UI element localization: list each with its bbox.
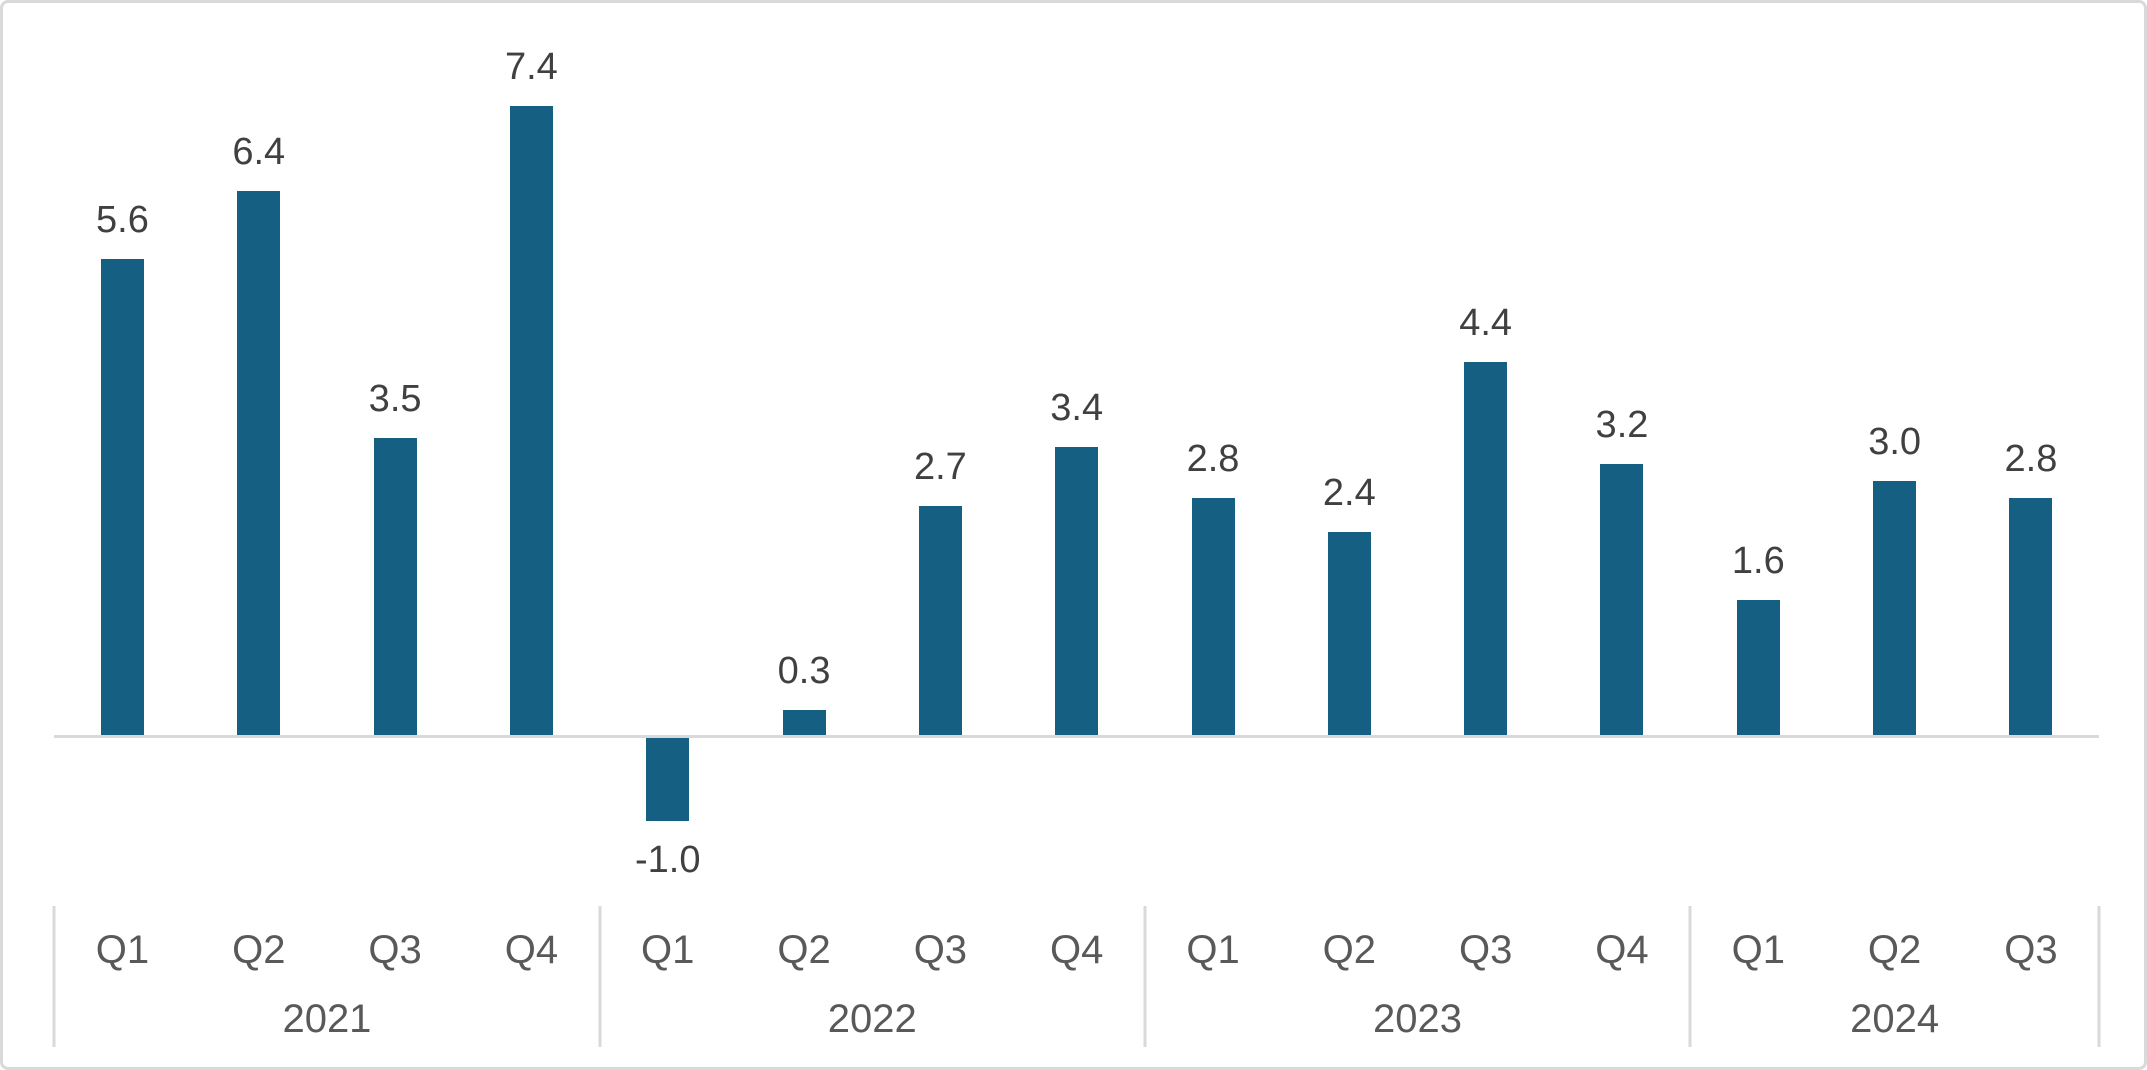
quarter-tick-label: Q1 [1186, 928, 1240, 972]
bar-value-label: 2.8 [1186, 437, 1240, 480]
bar-value-label: 3.4 [1050, 386, 1104, 429]
year-group-divider [1688, 906, 1692, 1047]
bar-value-label: 0.3 [777, 650, 831, 693]
bar-value-label: 3.5 [368, 378, 422, 421]
bar-value-label: 7.4 [504, 46, 558, 89]
quarter-tick-label: Q4 [1595, 928, 1649, 972]
bar-2022-q3 [918, 506, 962, 736]
quarter-tick-label: Q1 [95, 928, 150, 972]
bar-value-label: 4.4 [1459, 301, 1513, 344]
bar-value-label: 2.8 [2004, 437, 2058, 480]
x-axis-zero-line [54, 734, 2099, 738]
bar-value-label: 3.0 [1868, 420, 1922, 463]
quarter-tick-label: Q4 [1050, 928, 1104, 972]
year-group-divider [2097, 906, 2101, 1047]
quarter-tick-label: Q1 [1731, 928, 1785, 972]
quarter-tick-label: Q1 [641, 928, 695, 972]
year-group-divider [598, 906, 602, 1047]
quarter-tick-label: Q2 [777, 928, 831, 972]
year-label-2023: 2023 [1373, 997, 1462, 1041]
quarter-tick-label: Q3 [913, 928, 968, 972]
bar-value-label: 2.7 [913, 446, 967, 489]
bar-2024-q3 [2009, 497, 2053, 736]
bar-2023-q3 [1464, 361, 1508, 736]
bar-value-label: 5.6 [96, 199, 149, 242]
bar-value-label: 1.6 [1731, 539, 1785, 582]
bar-value-label: 6.4 [232, 131, 286, 174]
bar-2023-q1 [1191, 497, 1235, 736]
bar-value-label: 3.2 [1595, 403, 1649, 446]
quarter-tick-label: Q3 [2004, 928, 2058, 972]
bar-2021-q4 [509, 106, 553, 736]
bar-value-label: 2.4 [1322, 471, 1376, 514]
bar-2022-q2 [782, 710, 826, 736]
bar-2022-q4 [1055, 446, 1099, 736]
year-label-2024: 2024 [1850, 997, 1940, 1041]
year-label-2022: 2022 [827, 997, 917, 1041]
year-group-divider [52, 906, 56, 1047]
quarter-tick-label: Q2 [232, 928, 286, 972]
quarter-tick-label: Q3 [368, 928, 422, 972]
bar-2021-q2 [237, 191, 281, 736]
bar-2024-q2 [1873, 480, 1917, 736]
bar-2024-q1 [1736, 599, 1780, 736]
bar-value-label: -1.0 [634, 839, 701, 882]
bar-2021-q1 [100, 259, 144, 736]
bar-2023-q4 [1600, 463, 1644, 736]
bar-2023-q2 [1327, 531, 1371, 736]
quarter-tick-label: Q2 [1322, 928, 1377, 972]
quarter-tick-label: Q3 [1458, 928, 1513, 972]
bar-2021-q3 [373, 438, 417, 736]
year-label-2021: 2021 [282, 997, 372, 1041]
bar-2022-q1 [646, 736, 690, 822]
year-group-divider [1143, 906, 1147, 1047]
quarter-tick-label: Q2 [1867, 928, 1922, 972]
quarter-tick-label: Q4 [504, 928, 559, 972]
